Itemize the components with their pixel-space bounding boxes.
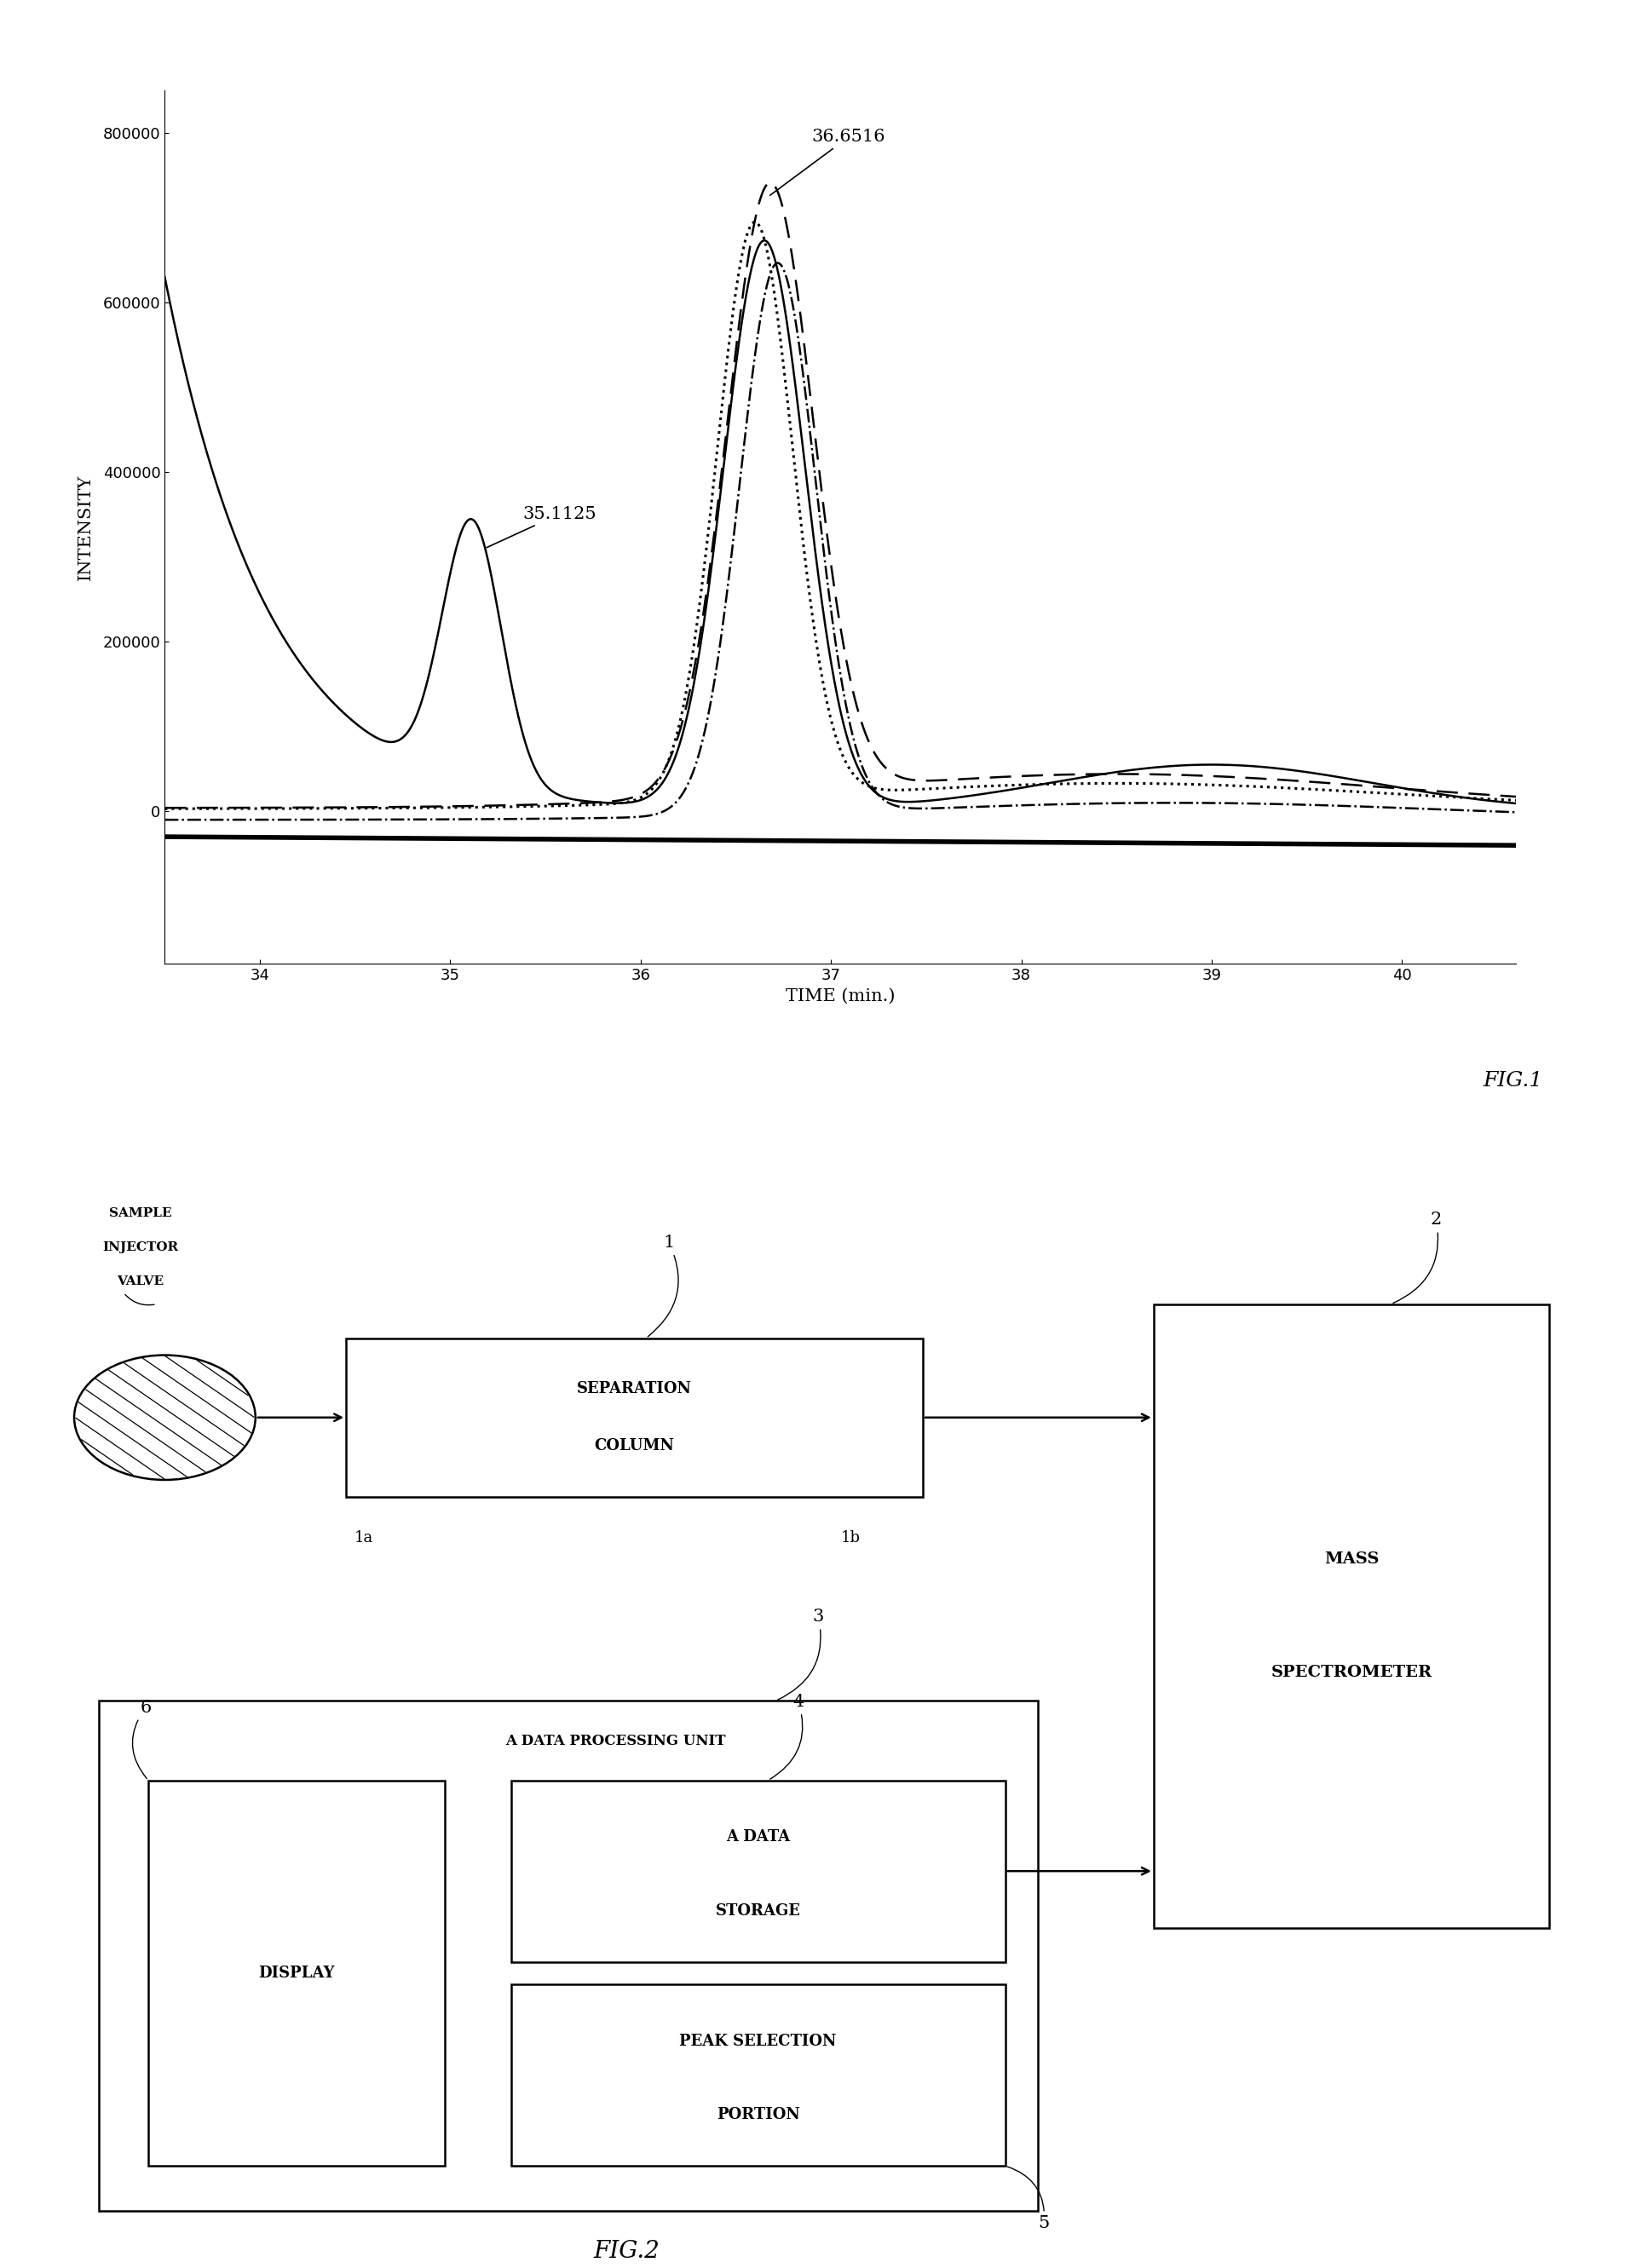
Text: 1: 1	[648, 1234, 679, 1336]
Bar	[148, 1780, 445, 2166]
Text: 36.6516: 36.6516	[770, 129, 885, 195]
Text: FIG.2: FIG.2	[593, 2239, 659, 2263]
Text: 4: 4	[770, 1694, 804, 1778]
Text: FIG.1: FIG.1	[1483, 1070, 1543, 1091]
Bar	[511, 1780, 1005, 1962]
Text: 6: 6	[132, 1699, 152, 1778]
Text: 1b: 1b	[840, 1531, 860, 1547]
Bar	[1154, 1304, 1549, 1928]
Text: SEPARATION: SEPARATION	[577, 1381, 692, 1397]
Text: 5: 5	[1007, 2166, 1050, 2232]
Text: PORTION: PORTION	[717, 2107, 799, 2123]
Text: SAMPLE: SAMPLE	[109, 1207, 171, 1220]
Text: MASS: MASS	[1323, 1551, 1379, 1567]
X-axis label: TIME (min.): TIME (min.)	[786, 989, 895, 1005]
Text: INJECTOR: INJECTOR	[102, 1241, 178, 1254]
Text: 2: 2	[1393, 1211, 1442, 1304]
Text: DISPLAY: DISPLAY	[259, 1966, 335, 1980]
Y-axis label: INTENSITY: INTENSITY	[77, 474, 94, 581]
Text: STORAGE: STORAGE	[715, 1903, 801, 1919]
Bar	[99, 1701, 1038, 2211]
Text: PEAK SELECTION: PEAK SELECTION	[679, 2034, 837, 2048]
Bar	[511, 1984, 1005, 2166]
Text: A DATA PROCESSING UNIT: A DATA PROCESSING UNIT	[506, 1733, 725, 1749]
Text: VALVE: VALVE	[117, 1275, 163, 1288]
Text: A DATA: A DATA	[727, 1830, 789, 1844]
Text: COLUMN: COLUMN	[595, 1438, 674, 1454]
Bar	[346, 1338, 923, 1497]
Text: SPECTROMETER: SPECTROMETER	[1271, 1665, 1432, 1681]
Text: 3: 3	[778, 1608, 824, 1701]
Text: 1a: 1a	[354, 1531, 374, 1547]
Text: 35.1125: 35.1125	[486, 506, 597, 547]
